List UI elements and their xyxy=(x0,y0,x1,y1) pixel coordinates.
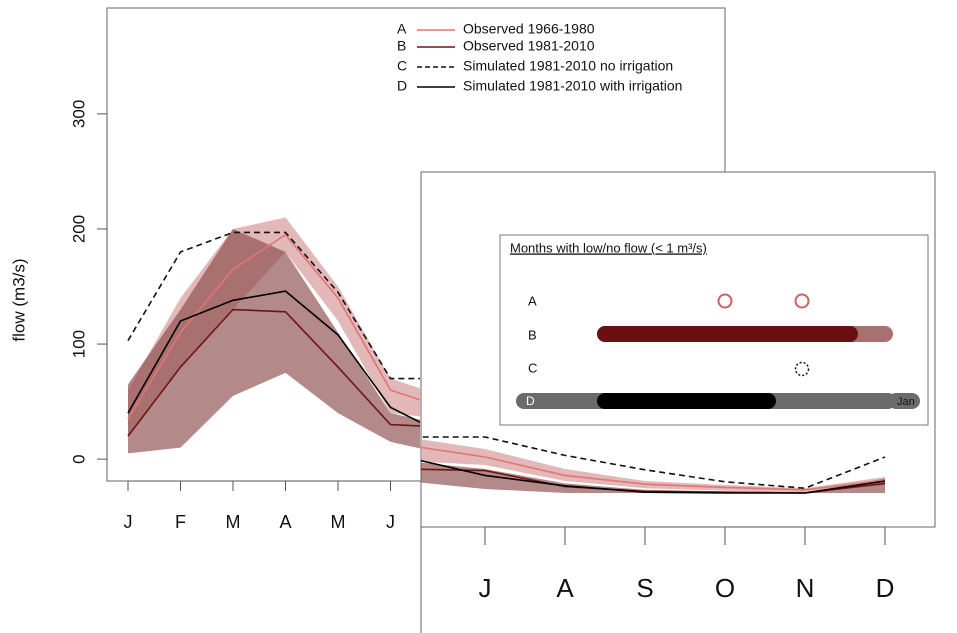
series-line xyxy=(421,459,886,494)
row-a-marker xyxy=(717,293,733,309)
series-line xyxy=(127,308,420,437)
band xyxy=(128,228,420,454)
legend-label: Observed 1966-1980 xyxy=(463,21,595,37)
x-tick-label: D xyxy=(876,573,895,603)
panel-title: Months with low/no flow (< 1 m³/s) xyxy=(510,240,707,255)
series-line xyxy=(127,290,420,424)
x-tick-label: M xyxy=(226,512,241,532)
x-tick-label: F xyxy=(175,512,186,532)
y-tick-label: 100 xyxy=(69,330,88,358)
y-axis-label: flow (m3/s) xyxy=(9,258,28,341)
x-tick-label: A xyxy=(556,573,574,603)
y-tick-label: 200 xyxy=(69,215,88,243)
row-c-marker xyxy=(794,361,810,377)
series-line xyxy=(421,436,886,490)
x-tick-label: J xyxy=(124,512,133,532)
row-label: D xyxy=(526,394,535,408)
inset-plot xyxy=(421,436,886,494)
low-flow-panel: Months with low/no flow (< 1 m³/s) A B C… xyxy=(499,234,929,426)
x-tick-label: J xyxy=(479,573,492,603)
row-label: C xyxy=(528,360,537,375)
series-line xyxy=(127,233,420,420)
x-tick-label: M xyxy=(331,512,346,532)
legend-key: C xyxy=(397,58,407,74)
legend-key: D xyxy=(397,78,407,94)
row-label: B xyxy=(528,327,537,342)
legend: A Observed 1966-1980 B Observed 1981-2010 C S… xyxy=(397,21,682,94)
legend-key: A xyxy=(397,21,407,37)
x-tick-label: N xyxy=(796,573,815,603)
legend-label: Simulated 1981-2010 with irrigation xyxy=(463,78,682,94)
band xyxy=(128,217,420,437)
legend-key: B xyxy=(397,38,406,54)
row-label: A xyxy=(528,293,537,308)
main-plot xyxy=(127,217,420,454)
jan-label: Jan xyxy=(897,396,915,408)
x-tick-label: J xyxy=(386,512,395,532)
y-tick-label: 300 xyxy=(69,100,88,128)
y-tick-label: 0 xyxy=(69,454,88,463)
x-tick-label: S xyxy=(636,573,653,603)
axes: 0 100 200 300 J F M A M J J A S O N D xyxy=(69,100,894,603)
legend-label: Observed 1981-2010 xyxy=(463,38,595,54)
legend-label: Simulated 1981-2010 no irrigation xyxy=(463,58,673,74)
band xyxy=(421,462,885,493)
x-tick-label: O xyxy=(715,573,735,603)
row-a-marker xyxy=(794,293,810,309)
x-tick-label: A xyxy=(279,512,291,532)
series-line xyxy=(421,446,886,491)
